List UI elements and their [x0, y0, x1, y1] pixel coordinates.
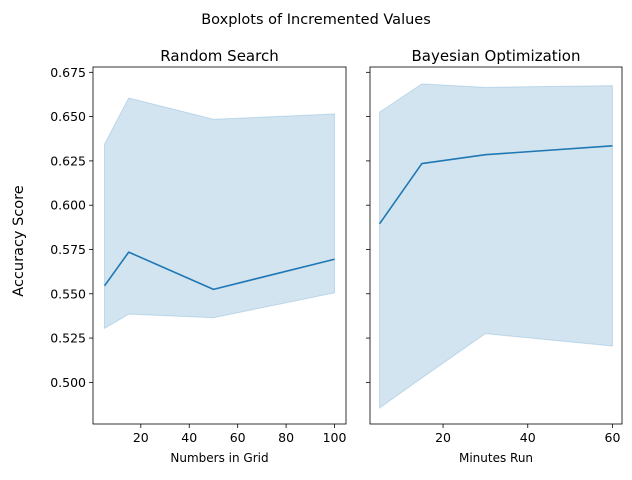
- random-search-panel: 20 40 60 80 100 0.500 0.525 0.550 0.575 0.600 0.62…: [50, 47, 346, 465]
- figure-ylabel: Accuracy Score: [11, 185, 27, 296]
- bayesian-optimization-xtick-label-0: 20: [435, 430, 451, 445]
- random-search-xtick-label-0: 20: [133, 430, 149, 445]
- random-search-point-2: [211, 287, 215, 291]
- random-search-axes-frame: [92, 66, 347, 425]
- bayesian-optimization-confidence-band: [379, 83, 613, 410]
- bayesian-optimization-xtick-label-1: 40: [520, 430, 536, 445]
- bayesian-optimization-title: Bayesian Optimization: [412, 47, 581, 65]
- bayesian-optimization-panel: 20 40 60 Bayesian Optimization Minutes Run: [366, 47, 623, 465]
- random-search-xtick-label-4: 100: [323, 430, 347, 445]
- random-search-xtick-label-1: 40: [181, 430, 197, 445]
- random-search-mean-line: [103, 251, 335, 291]
- bayesian-optimization-xtick-label-2: 60: [605, 430, 621, 445]
- bayesian-optimization-point-1: [420, 162, 424, 166]
- random-search-point-0: [103, 284, 107, 288]
- figure-suptitle: Boxplots of Incremented Values: [201, 12, 431, 28]
- random-search-point-3: [333, 257, 337, 261]
- bayesian-optimization-point-0: [378, 222, 382, 226]
- random-search-ytick-label-3: 0.575: [50, 242, 86, 257]
- bayesian-optimization-point-3: [610, 144, 614, 148]
- random-search-ytick-label-2: 0.550: [50, 286, 86, 301]
- random-search-ytick-label-0: 0.500: [50, 375, 86, 390]
- bayesian-optimization-point-2: [483, 153, 487, 157]
- random-search-point-1: [127, 250, 131, 254]
- random-search-ytick-label-7: 0.675: [50, 65, 86, 80]
- random-search-confidence-band: [104, 97, 335, 330]
- random-search-ytick-label-1: 0.525: [50, 331, 86, 346]
- random-search-xlabel: Numbers in Grid: [170, 451, 268, 465]
- bayesian-optimization-axes-frame: [369, 66, 623, 425]
- bayesian-optimization-mean-line: [378, 145, 613, 225]
- random-search-xtick-label-3: 80: [278, 430, 294, 445]
- random-search-title: Random Search: [160, 47, 278, 65]
- random-search-xtick-label-2: 60: [230, 430, 246, 445]
- random-search-ytick-label-4: 0.600: [50, 198, 86, 213]
- random-search-ytick-label-5: 0.625: [50, 153, 86, 168]
- random-search-ytick-label-6: 0.650: [50, 109, 86, 124]
- bayesian-optimization-xlabel: Minutes Run: [459, 451, 533, 465]
